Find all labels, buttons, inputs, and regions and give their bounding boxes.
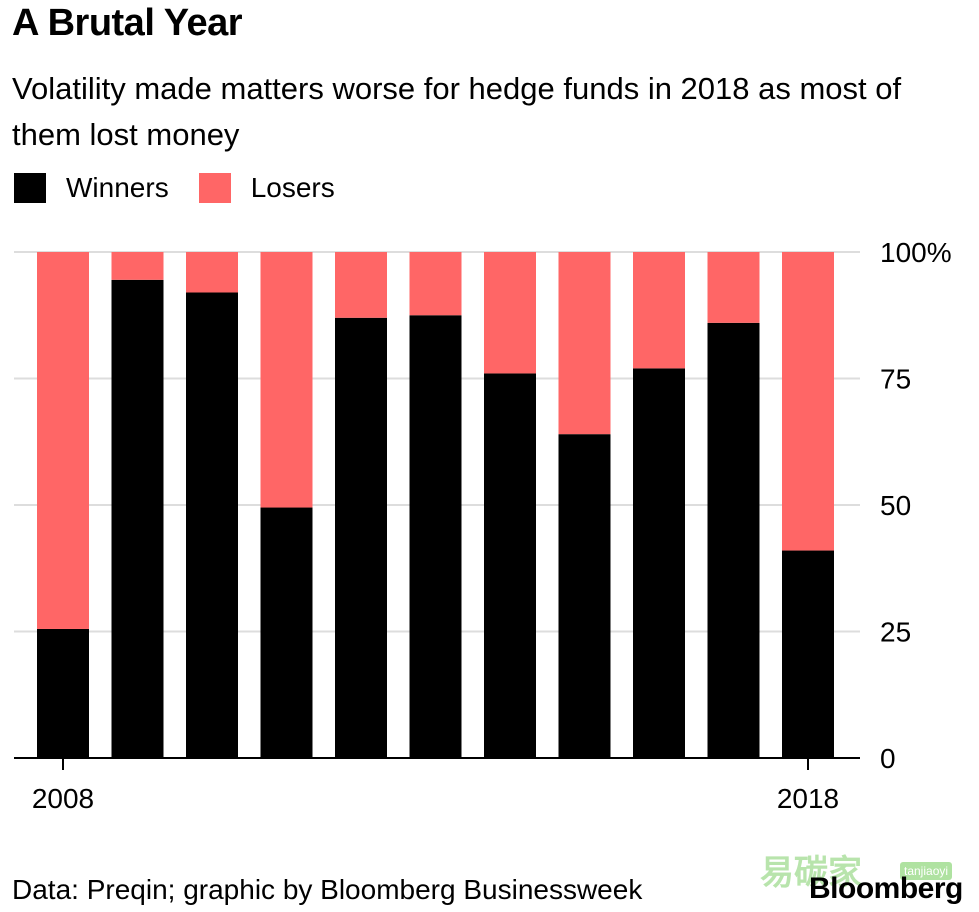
y-tick-label-25: 25 bbox=[880, 617, 911, 648]
y-tick-label-50: 50 bbox=[880, 490, 911, 521]
bar-losers-2011 bbox=[260, 252, 313, 508]
legend-item-losers: Losers bbox=[198, 172, 335, 204]
chart-title: A Brutal Year bbox=[12, 2, 243, 44]
bar-losers-2015 bbox=[558, 252, 611, 435]
legend-item-winners: Winners bbox=[14, 172, 169, 204]
bar-winners-2009 bbox=[111, 279, 164, 758]
y-tick-label-75: 75 bbox=[880, 364, 911, 395]
x-tick-label-2008: 2008 bbox=[32, 783, 94, 814]
bar-winners-2013 bbox=[409, 315, 462, 758]
stacked-bar-chart: 0 25 50 75 100% 2008 2018 bbox=[14, 237, 952, 814]
x-tick-label-2018: 2018 bbox=[777, 783, 839, 814]
legend: Winners Losers bbox=[14, 170, 365, 206]
bar-winners-2016 bbox=[633, 368, 685, 758]
bloomberg-logo: Bloomberg bbox=[809, 872, 963, 905]
y-tick-label-100: 100% bbox=[880, 237, 952, 268]
bar-losers-2017 bbox=[707, 252, 760, 323]
bar-losers-2009 bbox=[111, 252, 164, 280]
bar-winners-2014 bbox=[484, 373, 536, 758]
legend-swatch-losers bbox=[198, 173, 231, 203]
legend-label-winners: Winners bbox=[66, 172, 169, 203]
bar-losers-2008 bbox=[37, 252, 89, 629]
watermark-text: 易碳家 bbox=[760, 854, 862, 892]
watermark-tag: tanjiaoyi bbox=[900, 862, 953, 880]
bar-losers-2012 bbox=[335, 252, 387, 318]
source-note: Data: Preqin; graphic by Bloomberg Busin… bbox=[12, 874, 643, 905]
y-tick-label-0: 0 bbox=[880, 743, 896, 774]
legend-label-losers: Losers bbox=[250, 172, 335, 203]
bar-losers-2018 bbox=[782, 252, 834, 551]
bar-losers-2010 bbox=[186, 252, 238, 293]
bar-winners-2015 bbox=[558, 434, 611, 758]
bar-winners-2010 bbox=[186, 292, 238, 758]
bar-winners-2008 bbox=[37, 628, 89, 758]
bar-winners-2018 bbox=[782, 550, 834, 758]
bar-losers-2016 bbox=[633, 252, 685, 369]
legend-swatch-winners bbox=[14, 173, 46, 203]
bar-winners-2017 bbox=[707, 322, 760, 758]
bar-losers-2014 bbox=[484, 252, 536, 374]
chart-subtitle: Volatility made matters worse for hedge … bbox=[12, 71, 902, 152]
bar-losers-2013 bbox=[409, 252, 462, 316]
bar-winners-2012 bbox=[335, 317, 387, 758]
bar-winners-2011 bbox=[260, 507, 313, 758]
